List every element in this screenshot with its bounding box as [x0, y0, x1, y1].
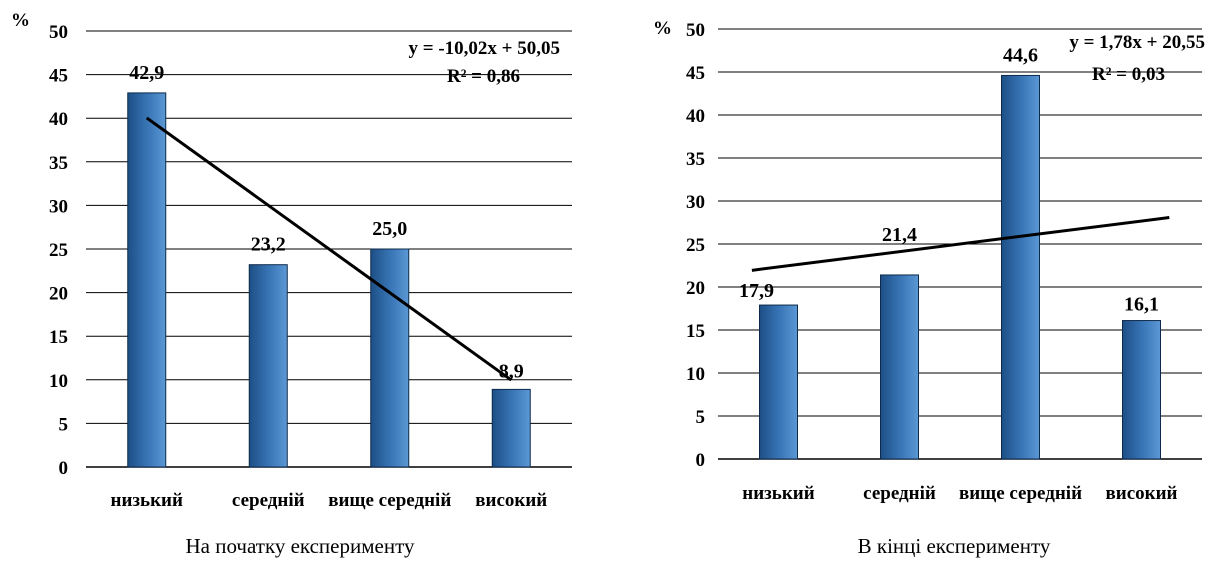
y-tick-label: 5 — [59, 414, 69, 435]
y-tick-label: 15 — [49, 327, 68, 348]
trendline-equation: y = 1,78x + 20,55 — [1069, 32, 1205, 53]
x-category-label: низький — [111, 490, 183, 511]
y-tick-label: 0 — [696, 450, 706, 471]
bar — [880, 274, 919, 460]
y-unit-label: % — [11, 10, 30, 31]
y-tick-label: 30 — [49, 196, 68, 217]
bar — [491, 388, 531, 468]
y-tick-label: 50 — [49, 22, 68, 43]
bar — [1001, 74, 1040, 460]
y-tick-label: 25 — [686, 235, 705, 256]
data-label: 25,0 — [372, 218, 407, 240]
data-label: 23,2 — [251, 234, 286, 256]
x-category-label: високий — [475, 490, 547, 511]
x-category-label: вище середній — [328, 490, 451, 511]
y-tick-label: 40 — [49, 109, 68, 130]
y-tick-label: 20 — [686, 278, 705, 299]
chart-caption: В кінці експерименту — [858, 534, 1051, 558]
data-label: 17,9 — [739, 280, 774, 302]
x-category-label: низький — [742, 483, 814, 504]
trendline-r-squared: R² = 0,86 — [447, 66, 520, 87]
data-label: 44,6 — [1003, 44, 1038, 66]
y-tick-label: 50 — [686, 20, 705, 41]
bar — [127, 92, 167, 468]
trendline — [751, 216, 1170, 272]
chart-caption: На початку експерименту — [186, 534, 415, 558]
y-tick-label: 20 — [49, 284, 68, 305]
y-tick-label: 25 — [49, 240, 68, 261]
trendline-r-squared: R² = 0,03 — [1092, 64, 1165, 85]
y-tick-label: 10 — [686, 364, 705, 385]
x-category-label: середній — [232, 490, 305, 511]
y-tick-label: 0 — [59, 458, 69, 479]
y-tick-label: 15 — [686, 321, 705, 342]
chart-end-of-experiment: 0 5 10 15 20 25 30 35 40 45 50% 17,9 21,4 44,6 16,1 низ… — [653, 18, 1205, 558]
trendline — [145, 116, 513, 382]
data-label: 8,9 — [499, 360, 524, 382]
y-tick-label: 10 — [49, 371, 68, 392]
bar — [759, 304, 798, 460]
y-tick-label: 40 — [686, 106, 705, 127]
bar — [1122, 320, 1161, 460]
y-tick-label: 45 — [686, 63, 705, 84]
y-tick-label: 35 — [686, 149, 705, 170]
chart-start-of-experiment: 0 5 10 15 20 25 30 35 40 45 50% 42,9 23,2 25,0 8,9 низь… — [11, 10, 572, 558]
x-category-label: середній — [863, 483, 936, 504]
data-label: 42,9 — [129, 62, 164, 84]
y-tick-label: 35 — [49, 153, 68, 174]
trendline-equation: y = -10,02x + 50,05 — [409, 38, 560, 59]
data-label: 16,1 — [1124, 294, 1159, 316]
data-label: 21,4 — [882, 224, 917, 246]
x-category-label: високий — [1106, 483, 1178, 504]
y-tick-label: 5 — [696, 407, 706, 428]
y-unit-label: % — [653, 18, 672, 39]
bar — [248, 264, 288, 468]
y-tick-label: 45 — [49, 66, 68, 87]
x-category-label: вище середній — [959, 483, 1082, 504]
y-tick-label: 30 — [686, 192, 705, 213]
